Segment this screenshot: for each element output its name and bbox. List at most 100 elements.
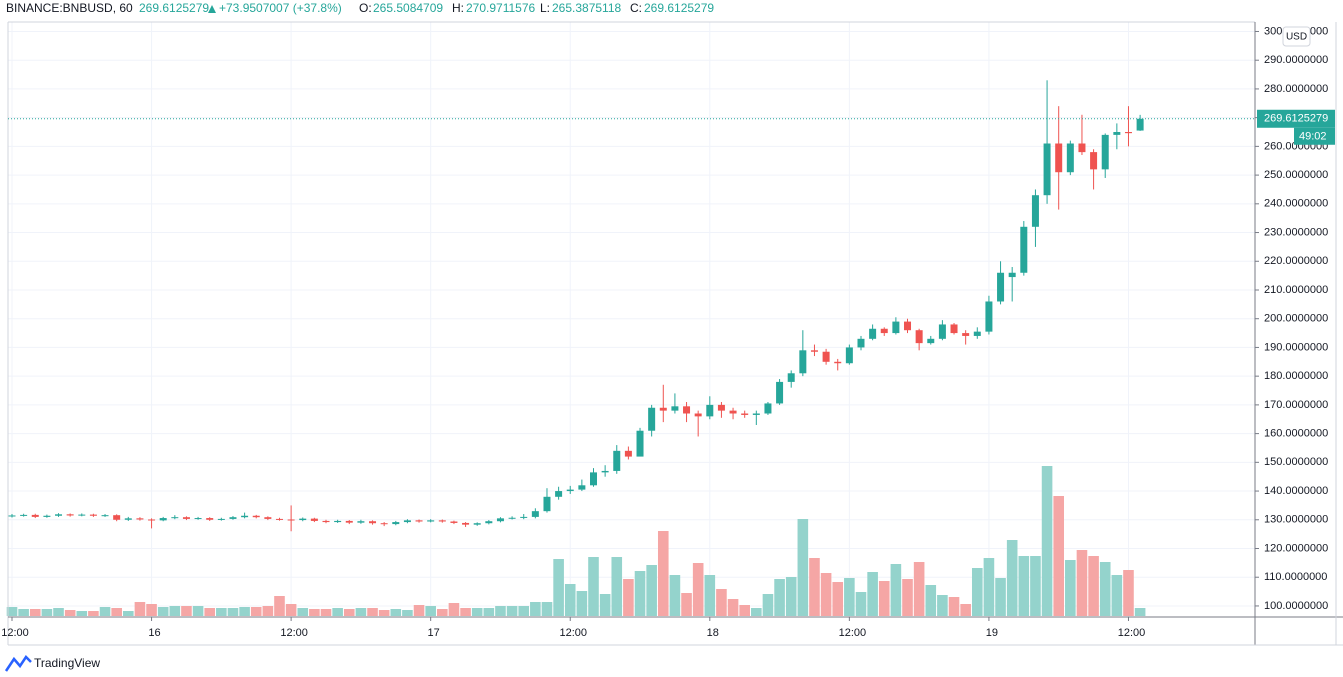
ohlc-label: C: xyxy=(630,1,642,15)
candle-body xyxy=(764,403,772,414)
y-tick-label: 230.0000000 xyxy=(1264,226,1328,238)
candle-body xyxy=(822,351,830,362)
candle-body xyxy=(299,518,307,521)
candle-body xyxy=(334,520,342,523)
candle-body xyxy=(403,520,411,523)
candle-body xyxy=(380,523,388,525)
volume-bar xyxy=(1123,570,1134,616)
candle-body xyxy=(8,515,16,517)
change: +73.9507007 (+37.8%) xyxy=(219,1,342,15)
candle-body xyxy=(473,523,481,525)
candle-body xyxy=(717,404,725,411)
candle-body xyxy=(613,450,621,471)
y-tick-label: 170.0000000 xyxy=(1264,399,1328,411)
y-tick-label: 200.0000000 xyxy=(1264,313,1328,325)
candle-body xyxy=(89,514,97,516)
y-tick-label: 190.0000000 xyxy=(1264,341,1328,353)
y-tick-label: 100.0000000 xyxy=(1264,600,1328,612)
y-tick-label: 110.0000000 xyxy=(1264,571,1327,583)
volume-bar xyxy=(250,607,262,616)
logo-icon xyxy=(4,655,32,672)
candle-body xyxy=(741,413,749,415)
candle-body xyxy=(252,515,260,518)
candle-body xyxy=(997,272,1005,302)
volume-bar xyxy=(157,607,169,616)
candle-layer xyxy=(8,80,1144,532)
candle-body xyxy=(357,521,365,523)
volume-bar xyxy=(274,596,285,616)
volume-bar xyxy=(739,605,750,616)
y-tick-label: 140.0000000 xyxy=(1264,485,1328,497)
candle-body xyxy=(1020,226,1028,273)
volume-bar xyxy=(983,558,995,616)
candle-body xyxy=(31,514,39,517)
x-tick-label: 19 xyxy=(986,627,998,639)
volume-bar xyxy=(809,558,820,616)
candle-body xyxy=(508,517,516,519)
candle-body xyxy=(962,333,970,336)
volume-bar xyxy=(99,607,111,616)
candle-body xyxy=(648,407,656,431)
volume-bar xyxy=(402,610,413,616)
up-arrow xyxy=(208,5,216,13)
volume-bar xyxy=(390,609,402,616)
candle-body xyxy=(892,321,900,334)
volume-bar xyxy=(378,610,390,616)
volume-bar xyxy=(681,593,692,616)
volume-bar xyxy=(925,585,937,616)
volume-bar xyxy=(855,592,867,616)
volume-bar xyxy=(774,579,785,616)
candle-body xyxy=(671,406,679,411)
candle-body xyxy=(438,520,446,522)
candle-body xyxy=(206,518,214,520)
volume-bar xyxy=(262,606,274,616)
candle-body xyxy=(136,518,144,520)
candle-body xyxy=(590,472,597,486)
volume-bar xyxy=(727,599,739,616)
candle-body xyxy=(845,347,853,364)
volume-bar xyxy=(704,575,716,616)
candle-body xyxy=(113,515,121,520)
volume-bar xyxy=(541,602,553,616)
candle-body xyxy=(694,413,702,417)
volume-bar xyxy=(6,607,18,616)
volume-bar xyxy=(216,608,227,616)
volume-bar xyxy=(611,557,623,616)
volume-bar xyxy=(716,589,727,616)
volume-bar xyxy=(41,609,53,616)
candle-body xyxy=(904,321,912,331)
volume-bar xyxy=(902,579,913,616)
candle-body xyxy=(555,491,563,497)
candle-body xyxy=(938,324,946,339)
last-price-label: 269.6125279 xyxy=(1264,113,1328,125)
volume-bar xyxy=(692,563,704,616)
candle-body xyxy=(101,515,109,517)
axis-layer: 100.0000000 110.0000000 120.0000000 130.000… xyxy=(1,25,1335,639)
candle-body xyxy=(485,521,493,524)
y-tick-label: 220.0000000 xyxy=(1264,255,1328,267)
volume-bar xyxy=(413,605,425,616)
y-tick-label: 240.0000000 xyxy=(1264,198,1328,210)
candle-body xyxy=(78,514,86,516)
volume-bar xyxy=(29,609,41,616)
volume-bar xyxy=(146,604,157,616)
candle-body xyxy=(264,517,272,519)
y-tick-label: 250.0000000 xyxy=(1264,169,1328,181)
volume-bar xyxy=(960,604,971,616)
candle-body xyxy=(287,519,295,521)
candle-body xyxy=(66,514,74,516)
candle-body xyxy=(43,515,51,517)
candle-body xyxy=(1043,143,1051,196)
volume-bar xyxy=(564,584,576,616)
candle-body xyxy=(543,496,551,512)
volume-bar xyxy=(820,573,832,616)
volume-bar xyxy=(506,606,518,616)
volume-bar xyxy=(913,562,925,616)
candle-body xyxy=(369,521,377,524)
volume-bar xyxy=(1076,550,1088,616)
volume-bar xyxy=(553,559,564,616)
candle-body xyxy=(392,522,400,525)
volume-bar xyxy=(181,606,192,616)
ohlc-value: 265.3875118 xyxy=(552,1,622,15)
